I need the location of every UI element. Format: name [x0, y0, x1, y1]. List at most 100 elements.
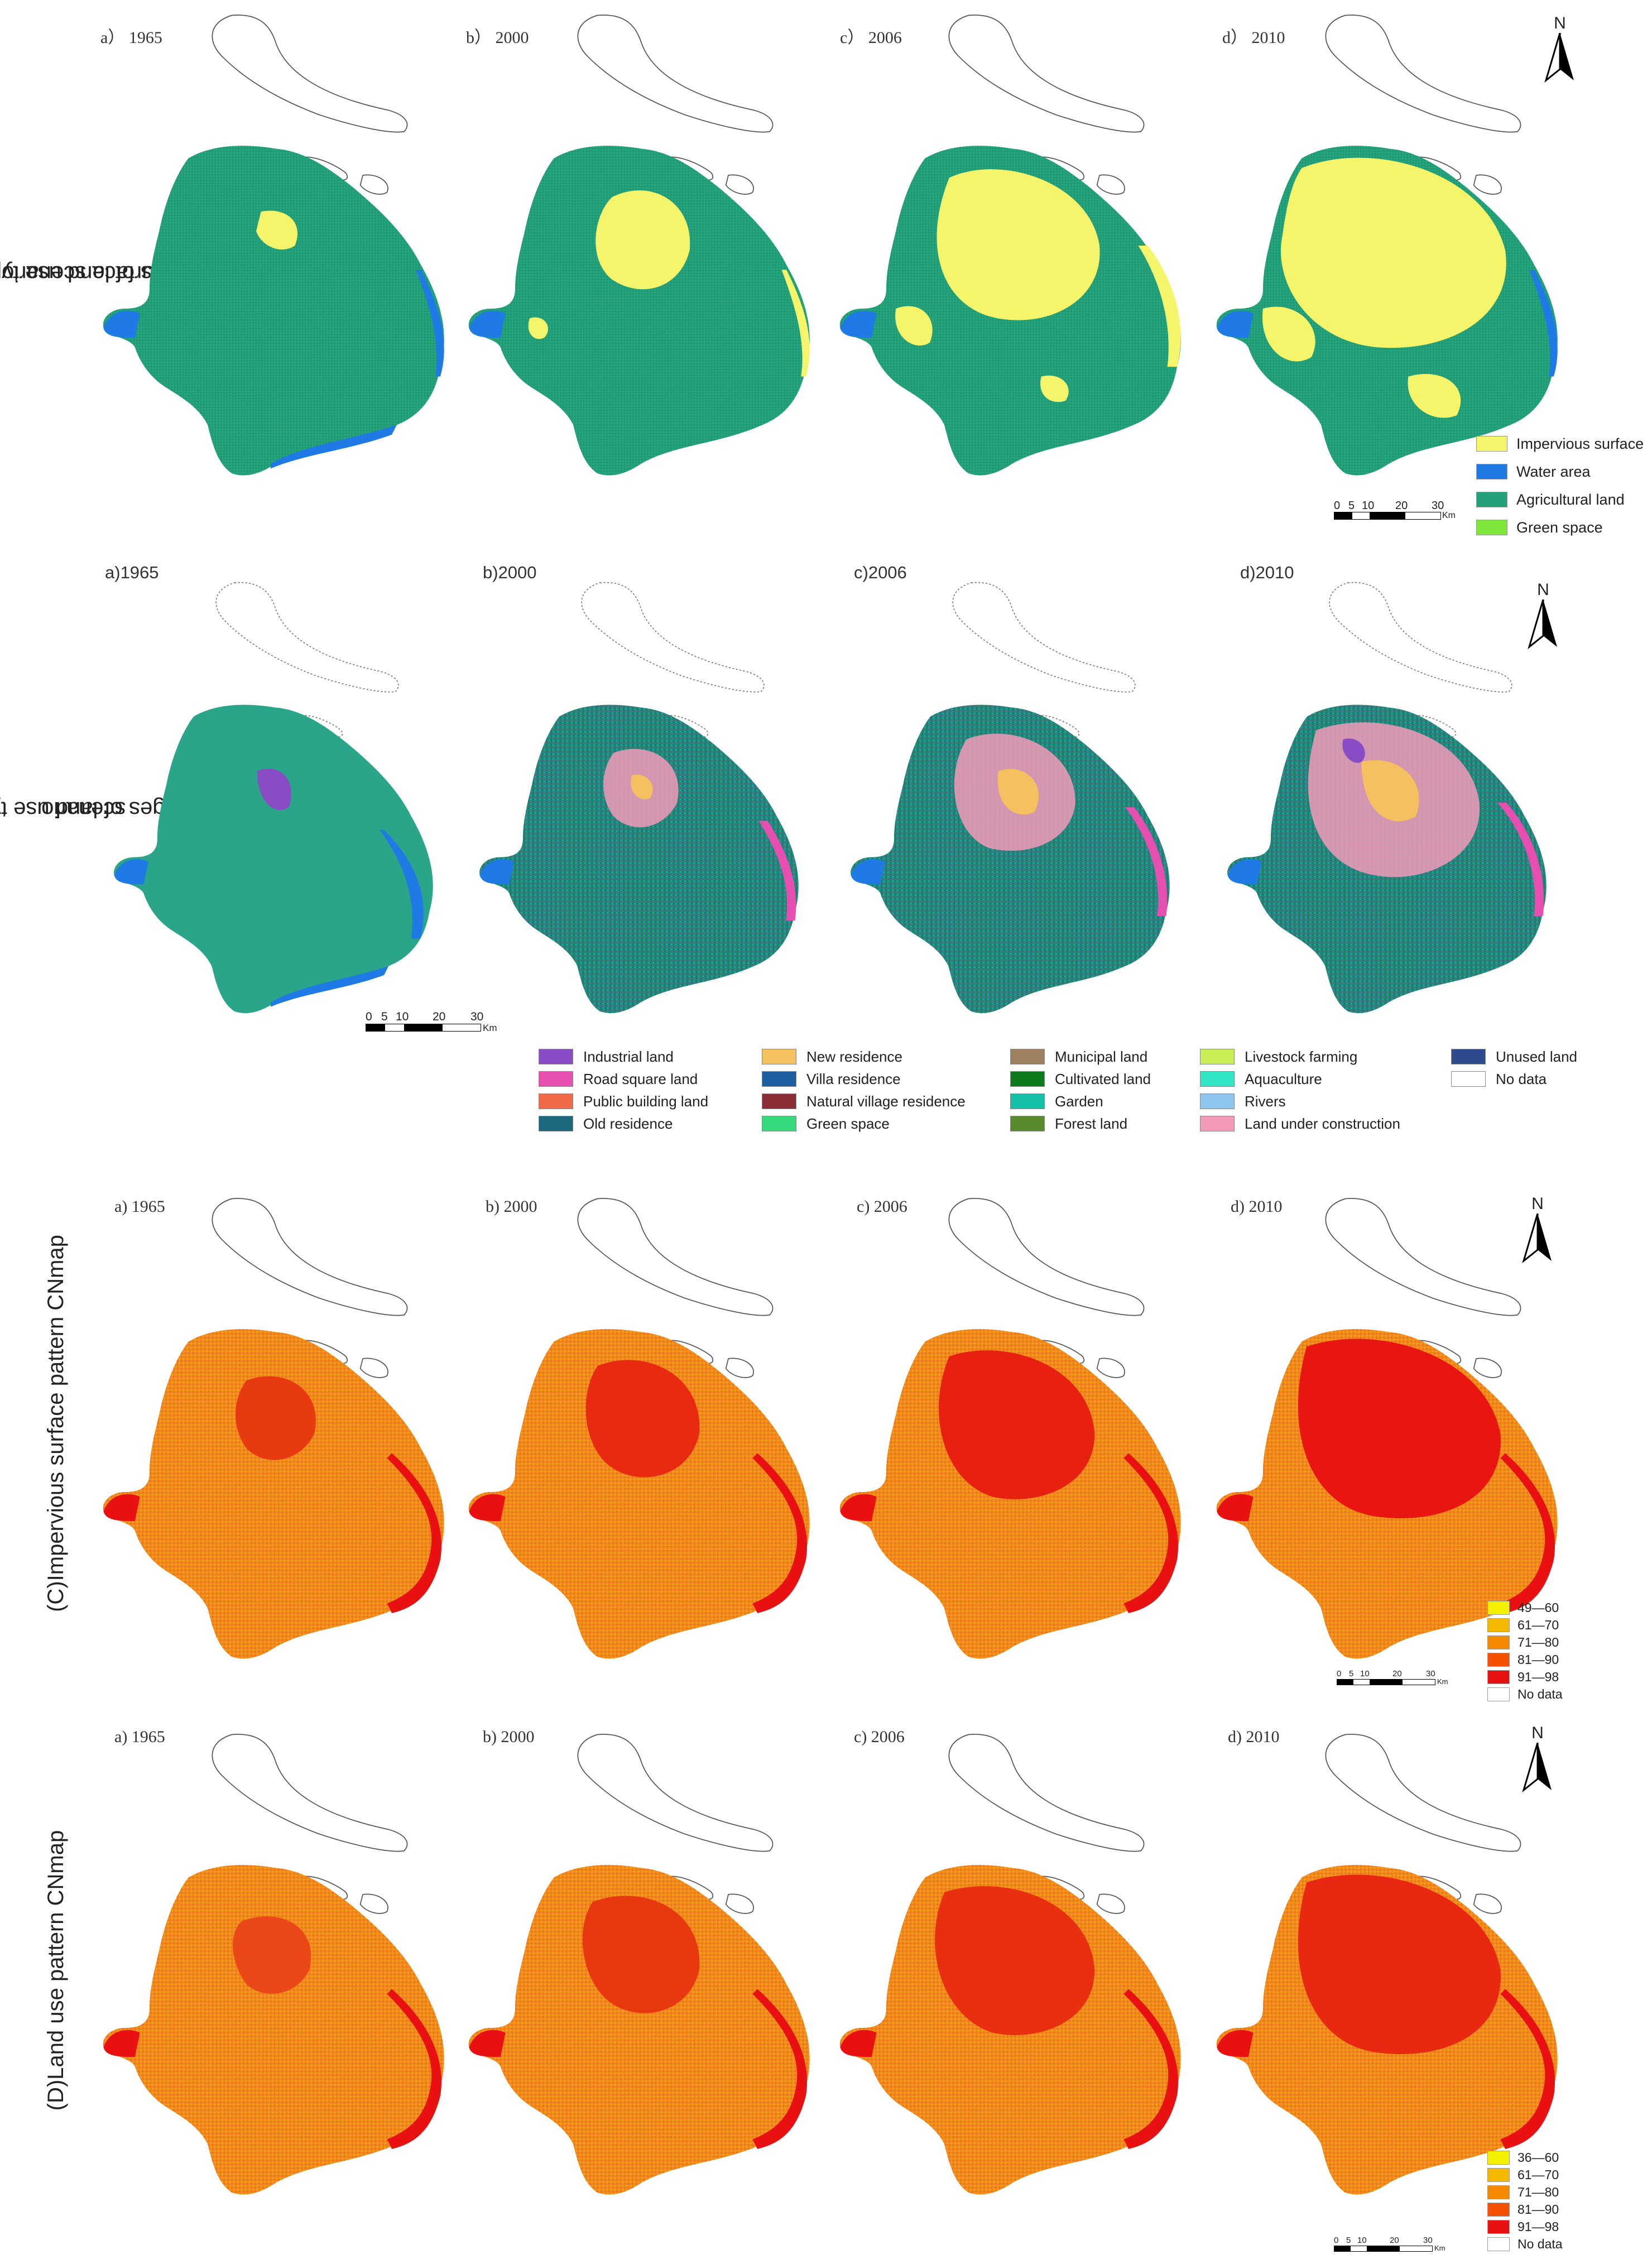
legend-item: 81—90 [1487, 1651, 1563, 1668]
legend-item: 61—70 [1487, 2166, 1563, 2184]
legend-swatch [1487, 2237, 1510, 2251]
legend-swatch [1010, 1093, 1045, 1109]
legend-swatch [1200, 1071, 1235, 1087]
scale-tick: 30 [470, 1010, 484, 1023]
legend-item: Forest land [1010, 1112, 1151, 1135]
legend-item: No data [1451, 1068, 1577, 1090]
legend-label: Green space [1516, 519, 1603, 536]
legend-item: 49—60 [1487, 1599, 1563, 1617]
north-label: N [1531, 1195, 1544, 1213]
legend-item: Green space [1476, 514, 1644, 541]
legend-swatch [1487, 1636, 1510, 1649]
panel-label: a） 1965 [100, 28, 162, 47]
legend-label: 61—70 [1517, 1618, 1559, 1632]
scale-tick: 5 [1346, 2236, 1351, 2245]
legend-label: Municipal land [1055, 1048, 1148, 1065]
row-b: (B)Changes of land use types upon land u… [0, 536, 1652, 1139]
legend-swatch [1487, 2168, 1510, 2182]
scale-tick: 10 [1360, 1669, 1370, 1678]
legend-label: Water area [1516, 463, 1591, 480]
legend-swatch [1451, 1049, 1486, 1064]
legend-label: Garden [1055, 1092, 1103, 1110]
scale-tick: 0 [366, 1010, 372, 1023]
legend-label: Road square land [583, 1070, 698, 1087]
legend-swatch [762, 1049, 796, 1064]
legend-item: Aquaculture [1200, 1068, 1400, 1090]
legend-label: No data [1496, 1070, 1547, 1087]
scale-tick: 10 [396, 1010, 409, 1023]
scale-tick: 0 [1334, 500, 1341, 512]
legend-land-use: Industrial land Road square land Public … [539, 1045, 1599, 1140]
legend-item: 71—80 [1487, 2184, 1563, 2201]
panel-label: d) 2010 [1231, 1197, 1283, 1216]
legend-label: No data [1517, 2237, 1563, 2251]
legend-label: 36—60 [1517, 2150, 1559, 2165]
scale-tick: 30 [1423, 2236, 1433, 2245]
legend-swatch [1487, 2220, 1510, 2234]
north-arrow-icon [1544, 32, 1574, 83]
legend-label: Rivers [1245, 1092, 1286, 1110]
scale-tick: 20 [1395, 500, 1408, 512]
map-2000 [468, 1734, 810, 2195]
row-c-title-line1: (C)Impervious surface pattern CNmap [44, 1235, 68, 1612]
scale-tick: 5 [1349, 1669, 1354, 1678]
north-label: N [1531, 1724, 1544, 1742]
legend-item: Livestock farming [1200, 1045, 1400, 1068]
legend-item: Public building land [539, 1090, 708, 1112]
panel-label: d)2010 [1240, 563, 1294, 582]
legend-label: 81—90 [1517, 2202, 1559, 2217]
legend-item: Industrial land [539, 1045, 708, 1068]
legend-swatch [1476, 436, 1507, 452]
legend-item: Municipal land [1010, 1045, 1151, 1068]
row-a: (A)Changes of land use types upon imperv… [0, 0, 1652, 536]
north-arrow: N [1518, 1195, 1557, 1267]
legend-item: Road square land [539, 1068, 708, 1090]
scale-tick: 30 [1432, 500, 1444, 512]
scale-tick: 20 [1390, 2236, 1399, 2245]
legend-swatch [1487, 1653, 1510, 1667]
legend-item: 91—98 [1487, 2218, 1563, 2236]
map-1965 [114, 582, 433, 1014]
legend-label: Land under construction [1245, 1115, 1400, 1132]
panel-label: c) 2006 [854, 1728, 905, 1746]
legend-swatch [1487, 1601, 1510, 1615]
legend-label: Cultivated land [1055, 1070, 1151, 1087]
scale-tick: 5 [381, 1010, 388, 1023]
legend-item: No data [1487, 2236, 1563, 2253]
scale-tick: 10 [1357, 2236, 1367, 2245]
legend-label: Green space [806, 1115, 890, 1132]
scale-tick: 0 [1337, 1669, 1342, 1678]
north-arrow: N [1524, 581, 1563, 653]
scale-tick: 20 [1392, 1669, 1402, 1678]
legend-swatch [762, 1116, 796, 1131]
panel-label: a)1965 [105, 563, 159, 582]
legend-swatch [1200, 1049, 1235, 1064]
legend-impervious: Impervious surface Water area Agricultur… [1476, 430, 1644, 541]
panel-label: d) 2010 [1228, 1728, 1280, 1746]
legend-label: Public building land [583, 1092, 709, 1110]
legend-label: New residence [806, 1048, 902, 1065]
map-2000 [468, 1198, 810, 1659]
legend-swatch [1487, 2185, 1510, 2199]
legend-swatch [1487, 1670, 1510, 1684]
north-arrow-icon [1522, 1742, 1552, 1793]
legend-label: 91—98 [1517, 1670, 1559, 1684]
scale-bar: 0 5 10 20 30 Km [366, 1010, 500, 1038]
map-1965 [103, 1198, 444, 1659]
legend-label: 71—80 [1517, 2185, 1559, 2199]
legend-item: New residence [762, 1045, 966, 1068]
north-label: N [1554, 14, 1566, 32]
legend-item: Old residence [539, 1112, 708, 1135]
legend-swatch [1487, 1618, 1510, 1632]
panel-label: b) 2000 [486, 1197, 537, 1216]
legend-label: 71—80 [1517, 1635, 1559, 1649]
legend-label: 61—70 [1517, 2167, 1559, 2182]
legend-swatch [1476, 492, 1507, 507]
legend-label: Livestock farming [1245, 1048, 1358, 1065]
north-label: N [1537, 581, 1549, 599]
legend-label: Impervious surface [1516, 435, 1644, 452]
legend-swatch [1487, 2203, 1510, 2217]
legend-label: No data [1517, 1687, 1563, 1701]
panel-label: a) 1965 [114, 1728, 165, 1746]
panel-label: b) 2000 [483, 1728, 535, 1746]
